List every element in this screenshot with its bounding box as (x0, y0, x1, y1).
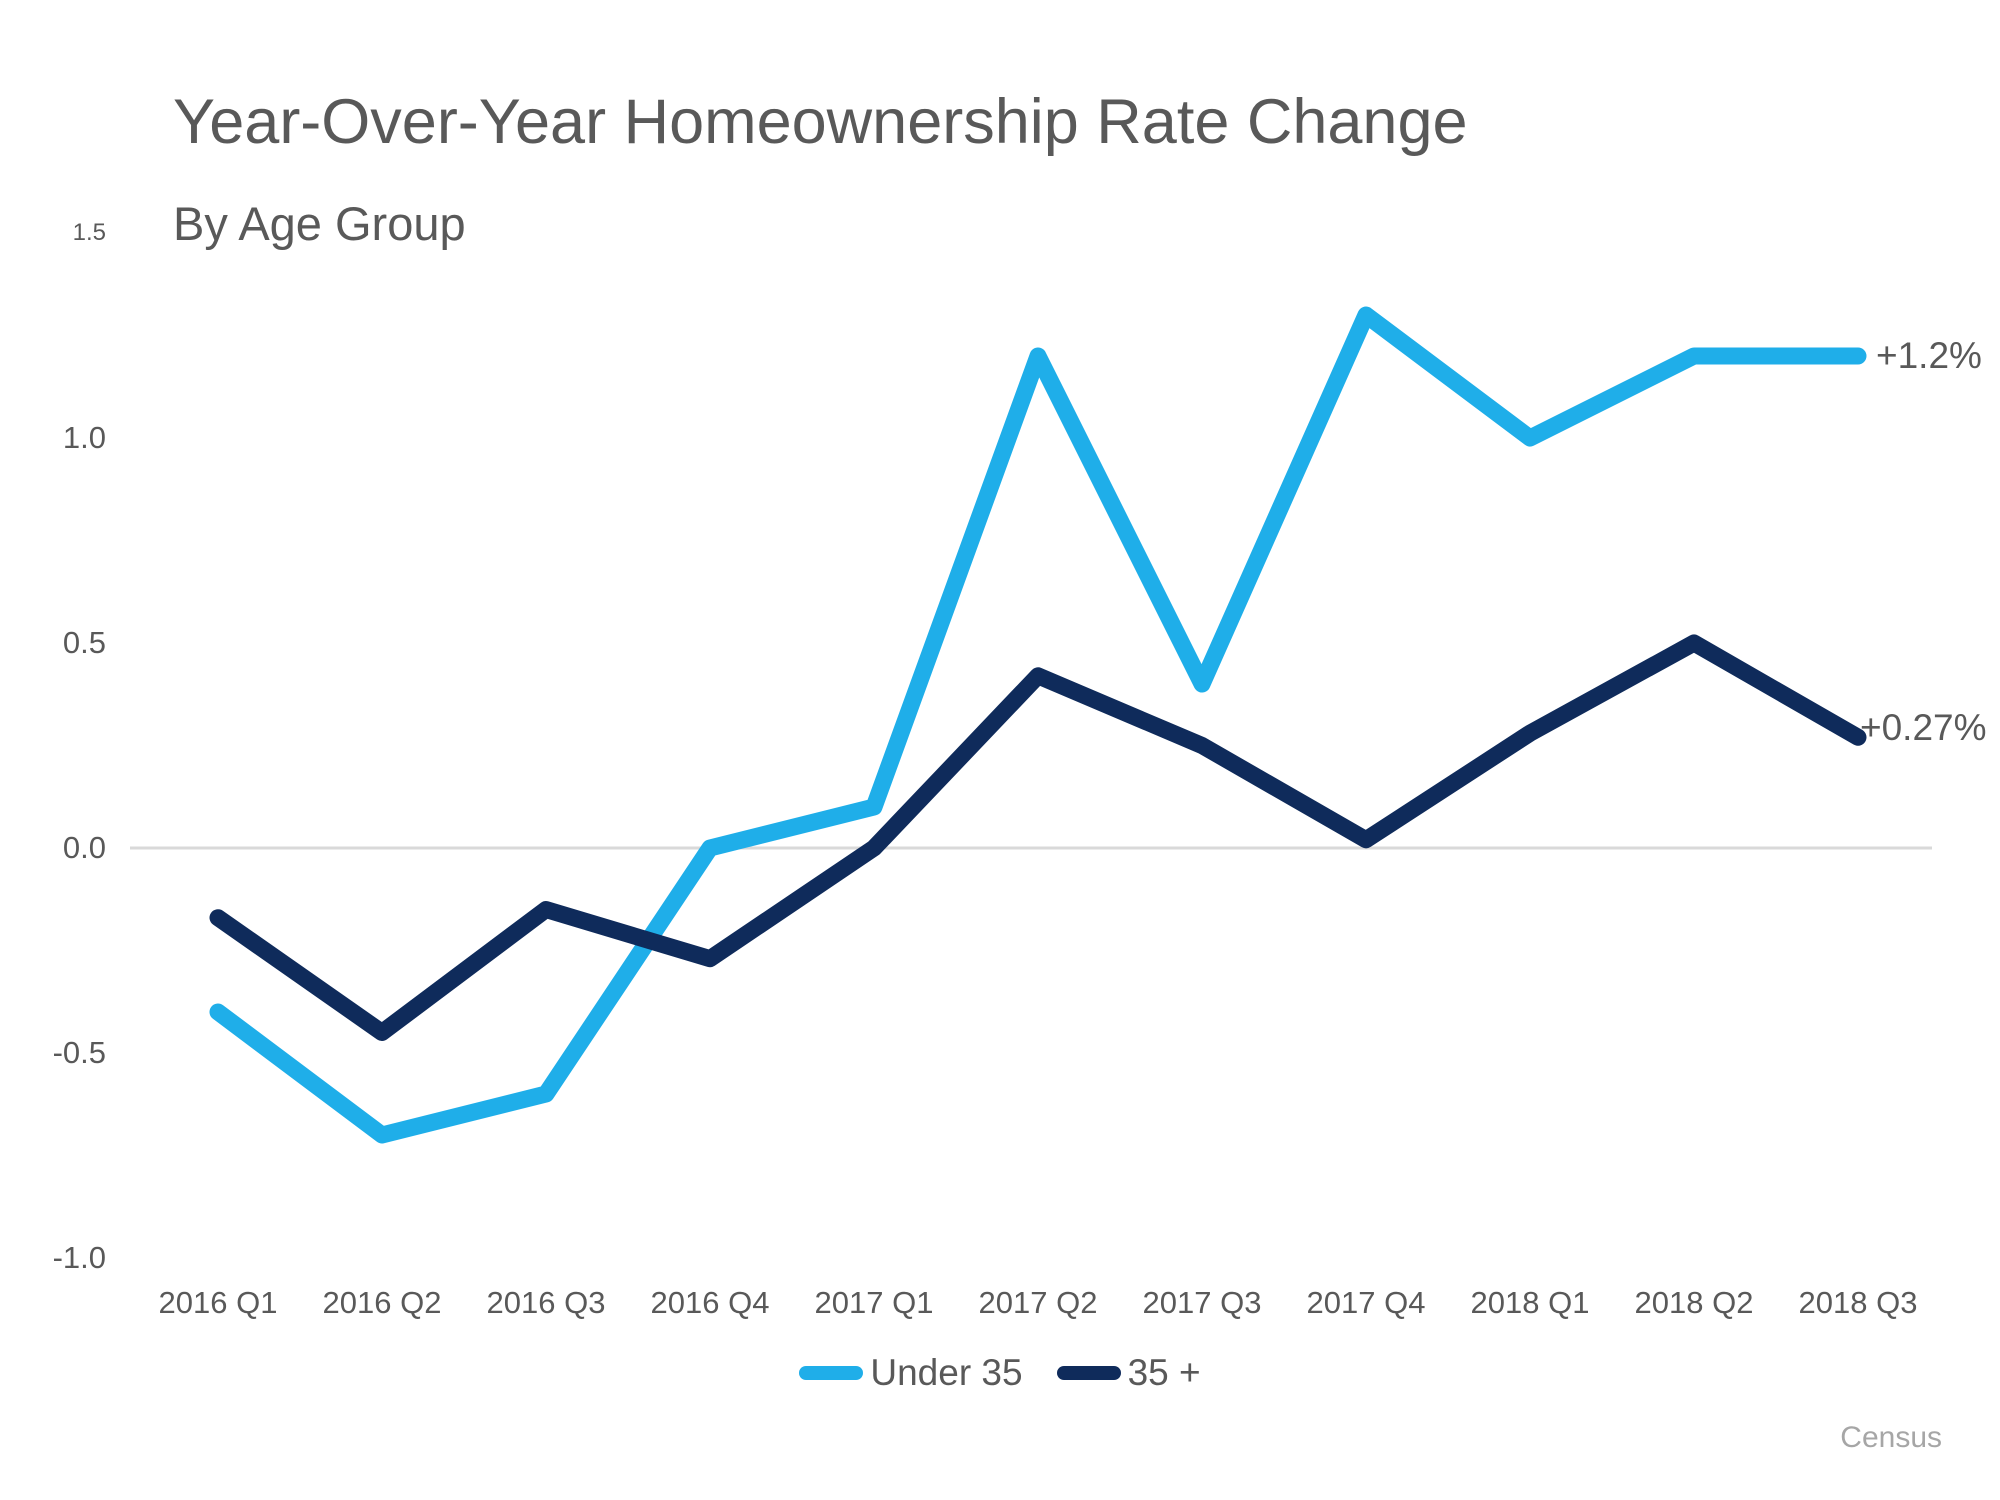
x-tick-label: 2016 Q2 (322, 1285, 442, 1320)
x-tick-label: 2018 Q3 (1798, 1285, 1918, 1320)
x-tick-label: 2016 Q4 (650, 1285, 770, 1320)
series-line-35- (209, 634, 1867, 1041)
chart-title: Year-Over-Year Homeownership Rate Change (173, 87, 1468, 157)
legend-swatch (799, 1366, 864, 1380)
x-tick-label: 2017 Q3 (1142, 1285, 1262, 1320)
legend-item-under-35: Under 35 (799, 1352, 1023, 1394)
x-tick-label: 2016 Q3 (486, 1285, 606, 1320)
y-tick-label: 0.0 (62, 830, 106, 865)
y-tick-label: 0.5 (62, 625, 106, 660)
x-tick-label: 2017 Q4 (1306, 1285, 1426, 1320)
chart-legend: Under 35 35 + (0, 1350, 2000, 1396)
series-end-label-under-35: +1.2% (1876, 335, 1982, 376)
x-tick-label: 2017 Q1 (814, 1285, 934, 1320)
y-tick-label: -0.5 (52, 1035, 106, 1070)
y-tick-label: 1.0 (62, 420, 106, 455)
x-tick-label: 2018 Q1 (1470, 1285, 1590, 1320)
x-tick-label: 2016 Q1 (158, 1285, 278, 1320)
x-tick-label: 2017 Q2 (978, 1285, 1098, 1320)
series-end-label-35-plus: +0.27% (1860, 707, 1987, 748)
chart-subtitle: By Age Group (173, 197, 466, 250)
y-tick-label: -1.0 (52, 1240, 106, 1275)
series-line-under-35 (209, 306, 1867, 1144)
source-credit: Census (1840, 1421, 1942, 1454)
y-tick-label: 1.5 (72, 219, 106, 246)
legend-label: 35 + (1127, 1352, 1201, 1393)
legend-item-35-: 35 + (1056, 1352, 1201, 1394)
legend-label: Under 35 (870, 1352, 1023, 1393)
legend-swatch (1056, 1366, 1121, 1380)
x-tick-label: 2018 Q2 (1634, 1285, 1754, 1320)
